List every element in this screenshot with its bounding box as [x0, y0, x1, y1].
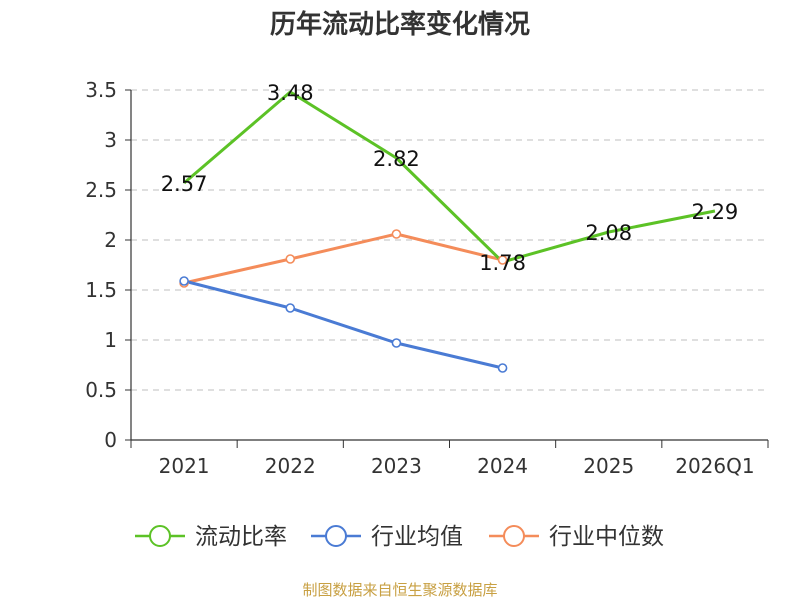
y-tick-label: 0 — [104, 428, 117, 452]
series-points — [179, 229, 508, 373]
legend-label: 流动比率 — [195, 524, 287, 550]
data-point — [391, 229, 402, 239]
data-point — [285, 254, 296, 264]
legend-label: 行业均值 — [371, 524, 463, 550]
chart-title: 历年流动比率变化情况 — [269, 10, 530, 40]
x-tick-label: 2021 — [159, 454, 210, 478]
x-tick-label: 2025 — [583, 454, 634, 478]
y-tick-label: 1 — [104, 328, 117, 352]
data-label: 3.48 — [267, 81, 314, 105]
legend-marker — [325, 525, 347, 547]
y-tick-label: 2.5 — [85, 178, 117, 202]
data-label: 2.29 — [692, 200, 739, 224]
y-tick-label: 2 — [104, 228, 117, 252]
data-label: 2.82 — [373, 147, 420, 171]
data-labels: 2.57 3.48 2.82 1.78 2.08 2.29 — [161, 81, 739, 275]
axes: 0 0.5 1 1.5 2 2.5 3 3.5 2021 2022 2023 2024 2025 2026… — [85, 78, 769, 478]
data-label: 1.78 — [479, 251, 526, 275]
gridlines — [131, 89, 768, 391]
data-label: 2.57 — [161, 172, 208, 196]
data-point — [391, 338, 402, 348]
data-point — [179, 276, 189, 286]
y-tick-label: 1.5 — [85, 278, 117, 302]
y-tick-label: 3 — [104, 128, 117, 152]
data-point — [497, 255, 508, 265]
series-line — [183, 90, 716, 264]
series-lines — [183, 90, 716, 370]
x-tick-label: 2022 — [265, 454, 316, 478]
data-point — [285, 303, 296, 313]
data-label: 2.08 — [585, 221, 632, 245]
series-line — [183, 279, 503, 370]
legend-label: 行业中位数 — [549, 524, 664, 550]
series-line — [183, 232, 503, 285]
y-tick-label: 3.5 — [85, 78, 117, 102]
y-tick-label: 0.5 — [85, 378, 117, 402]
source-note: 制图数据来自恒生聚源数据库 — [302, 581, 498, 599]
legend-marker — [149, 525, 171, 547]
legend: 流动比率 行业均值 行业中位数 — [135, 524, 664, 550]
legend-marker — [503, 525, 525, 547]
x-tick-label: 2023 — [371, 454, 422, 478]
data-point — [497, 363, 508, 373]
x-tick-label: 2026Q1 — [675, 454, 754, 478]
x-tick-label: 2024 — [477, 454, 528, 478]
